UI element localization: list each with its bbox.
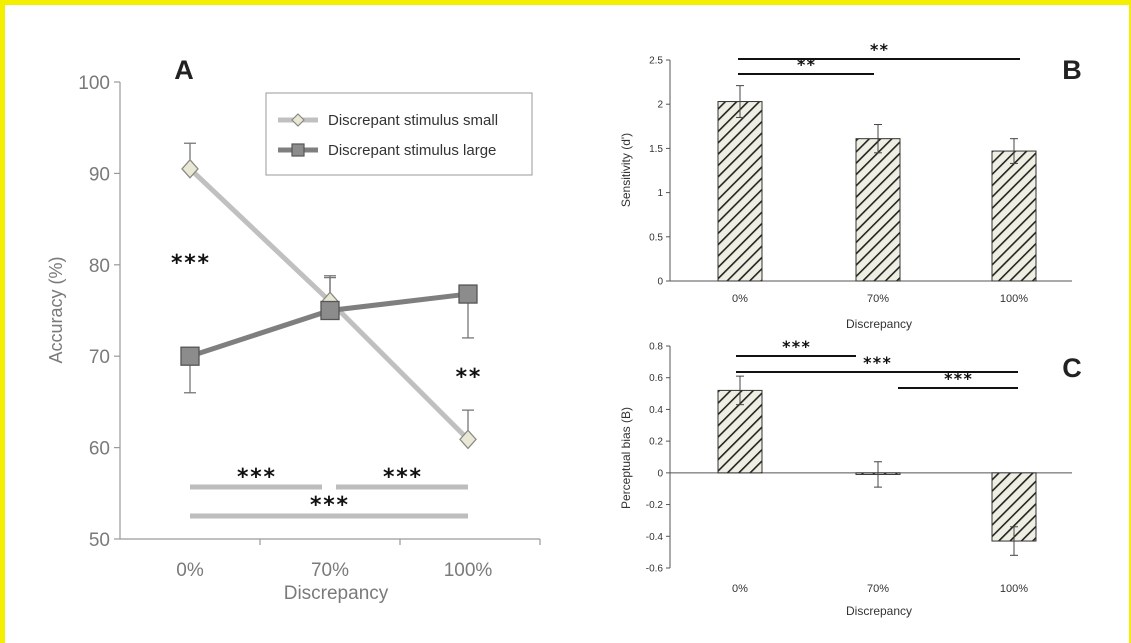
panel-a-ylabel: Accuracy (%) [46,256,66,363]
panel-a-point-large [320,300,340,321]
panel-b-bracket-label: ** [796,55,815,74]
panel-a-legend-label: Discrepant stimulus large [328,142,496,159]
panel-a-legend-marker [291,143,305,157]
panel-c-y-tick-label: 0.2 [649,437,663,448]
panel-b-bar [991,150,1037,282]
panel-c-label: C [1062,353,1082,383]
panel-a-significance-0: *** [170,251,210,276]
panel-c-bracket-label: *** [863,353,892,372]
panel-a-y-tick-label: 60 [89,439,110,460]
panel-b-xlabel: Discrepancy [846,317,912,331]
panel-c-y-tick-label: -0.2 [646,500,664,511]
panel-a-point-small [181,158,199,179]
panel-a-point-large [458,284,478,304]
panel-a-legend [265,92,533,176]
panel-a-y-tick-label: 90 [89,164,110,185]
panel-a-bracket-label: *** [236,465,276,490]
panel-a-bracket-label: *** [382,465,422,490]
panel-a-legend-marker [291,113,305,127]
panel-c-y-tick-label: 0.6 [649,373,663,384]
panel-a-legend-label: Discrepant stimulus small [328,112,498,129]
panel-a-y-tick-label: 80 [89,256,110,277]
panel-c-plot: -0.6 -0.4 -0.2 0 0.2 0.4 0.6 0.8 0% 70% 100% *** ***… [646,337,1072,595]
panel-a-x-tick-label: 100% [444,560,493,581]
panel-c-y-tick-label: 0.4 [649,405,663,416]
panel-a-x-tick-label: 0% [176,560,204,581]
panel-c-y-tick-label: -0.4 [646,532,664,543]
panel-a-y-tick-label: 70 [89,347,110,368]
panel-c-ylabel: Perceptual bias (B) [619,407,633,509]
panel-b-plot: 0 0.5 1 1.5 2 2.5 0% 70% 100% ** ** [649,40,1072,305]
panel-c-x-tick-label: 100% [1000,583,1028,595]
panel-a-bracket-label: *** [309,493,349,518]
panel-b-y-tick-label: 2.5 [649,56,663,67]
panel-c-y-tick-label: 0.8 [649,342,663,353]
panel-a-label: A [174,55,194,85]
panel-b-y-tick-label: 0.5 [649,232,663,243]
panel-a-y-tick-label: 50 [89,530,110,551]
panel-b-bar [717,101,763,282]
panel-c-y-tick-label: 0 [657,468,663,479]
panel-c-bracket-label: *** [782,337,811,356]
panel-b-x-tick-label: 70% [867,293,889,305]
panel-c-xlabel: Discrepancy [846,604,912,618]
panel-c-x-tick-label: 70% [867,583,889,595]
panel-b-x-tick-label: 0% [732,293,748,305]
panel-a-point-small [459,429,477,450]
panel-a-point-large [180,346,200,366]
panel-b-y-tick-label: 0 [657,277,663,288]
panel-c-x-tick-label: 0% [732,583,748,595]
panel-c-y-tick-label: -0.6 [646,564,664,575]
panel-b-bracket-label: ** [869,40,888,59]
panel-c-bracket-label: *** [944,369,973,388]
panel-a-x-tick-label: 70% [311,560,349,581]
panel-b-bar [855,138,901,282]
panel-b-ylabel: Sensitivity (d') [619,133,633,207]
panel-b-label: B [1062,55,1082,85]
panel-a-xlabel: Discrepancy [284,583,389,604]
panel-a-significance-100: ** [455,365,482,390]
panel-b-x-tick-label: 100% [1000,293,1028,305]
panel-a-plot: 50 60 70 80 90 100 0% 70% 100% Discrepant stimulu… [78,73,541,581]
panel-b-y-tick-label: 2 [657,100,663,111]
panel-b-y-tick-label: 1 [657,188,663,199]
panel-a-y-tick-label: 100 [78,73,110,94]
panel-b-y-tick-label: 1.5 [649,144,663,155]
